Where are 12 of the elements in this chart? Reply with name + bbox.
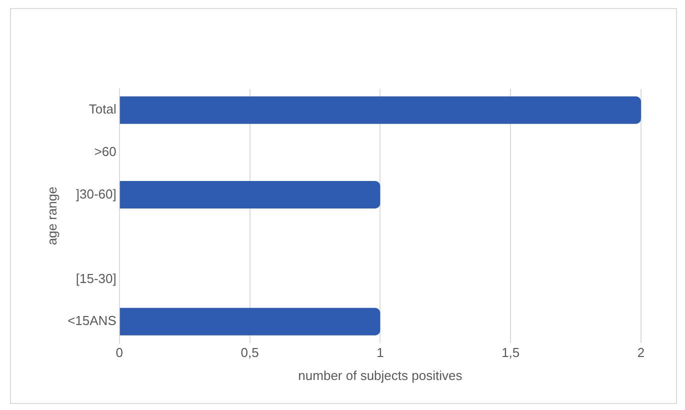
y-tick-label: [15-30] [76, 270, 116, 286]
y-tick-label: >60 [94, 144, 116, 160]
y-tick-label: ]30-60] [76, 186, 116, 202]
x-axis-title: number of subjects positives [298, 368, 463, 383]
x-tick-label: 1 [376, 345, 384, 360]
x-tick-label: 1,5 [502, 345, 520, 360]
x-tick-label: 2 [637, 345, 645, 360]
x-tick-label: 0 [116, 345, 123, 360]
x-tick-label: 0,5 [240, 345, 259, 360]
y-tick-label: Total [88, 102, 116, 117]
y-tick-label: <15ANS [68, 313, 117, 328]
y-axis-title: age range [44, 186, 60, 246]
